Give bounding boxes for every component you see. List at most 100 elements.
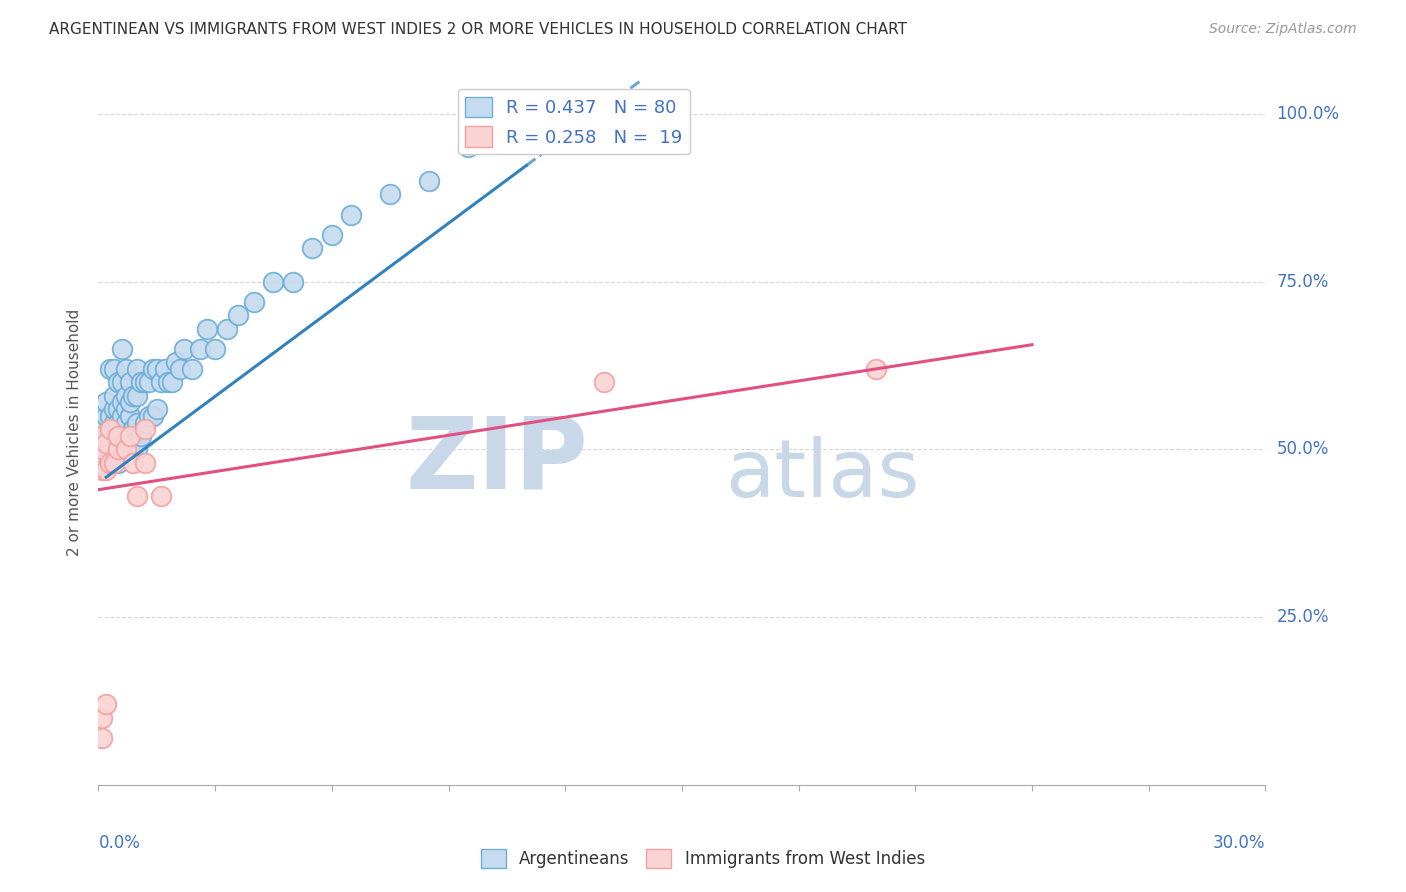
Point [103,402,125,417]
Point [91,442,114,457]
Point [204,342,226,356]
Point [127,442,149,457]
Point [380,187,402,202]
Point [114,416,136,430]
Point [107,442,129,457]
Point [146,402,169,417]
Point [515,107,537,121]
Point [96,462,118,476]
Point [134,456,156,470]
Point [107,429,129,443]
Point [98,429,121,443]
Point [153,362,176,376]
Point [134,422,156,436]
Text: 50.0%: 50.0% [1277,441,1329,458]
Point [107,416,129,430]
Text: atlas: atlas [724,436,920,514]
Point [281,275,304,289]
Point [127,389,149,403]
Point [111,395,134,409]
Point [165,355,187,369]
Point [118,376,141,390]
Point [138,376,160,390]
Point [107,456,129,470]
Point [111,442,134,457]
Point [114,362,136,376]
Point [228,308,250,322]
Point [91,442,114,457]
Point [103,456,125,470]
Point [96,409,118,423]
Legend: R = 0.437   N = 80, R = 0.258   N =  19: R = 0.437 N = 80, R = 0.258 N = 19 [457,89,690,154]
Point [127,362,149,376]
Text: 75.0%: 75.0% [1277,273,1329,291]
Point [103,362,125,376]
Point [107,442,129,457]
Point [180,362,202,376]
Point [457,140,479,154]
Point [103,456,125,470]
Point [340,207,363,221]
Point [111,429,134,443]
Point [118,429,141,443]
Point [114,442,136,457]
Text: 0.0%: 0.0% [98,834,141,852]
Point [146,362,169,376]
Point [98,422,121,436]
Text: 30.0%: 30.0% [1213,834,1265,852]
Point [96,698,118,712]
Point [195,321,218,335]
Point [118,409,141,423]
Point [98,409,121,423]
Point [98,442,121,457]
Point [127,416,149,430]
Point [114,402,136,417]
Point [122,422,145,436]
Point [162,376,184,390]
Point [142,409,165,423]
Text: 100.0%: 100.0% [1277,105,1340,123]
Point [169,362,191,376]
Legend: Argentineans, Immigrants from West Indies: Argentineans, Immigrants from West Indie… [474,842,932,875]
Text: 25.0%: 25.0% [1277,608,1329,626]
Point [98,422,121,436]
Point [215,321,238,335]
Point [262,275,284,289]
Point [593,376,616,390]
Point [321,227,343,242]
Point [114,389,136,403]
Point [129,429,152,443]
Text: ZIP: ZIP [406,412,589,509]
Point [188,342,211,356]
Point [127,489,149,503]
Point [118,395,141,409]
Point [418,174,440,188]
Point [301,241,323,255]
Point [103,416,125,430]
Point [149,376,172,390]
Point [243,294,266,309]
Point [173,342,195,356]
Point [111,409,134,423]
Point [98,456,121,470]
Point [96,395,118,409]
Point [107,429,129,443]
Point [118,429,141,443]
Y-axis label: 2 or more Vehicles in Household: 2 or more Vehicles in Household [67,309,83,557]
Point [138,409,160,423]
Point [111,376,134,390]
Point [91,731,114,745]
Point [96,429,118,443]
Point [134,376,156,390]
Point [103,389,125,403]
Point [98,362,121,376]
Point [103,442,125,457]
Point [118,442,141,457]
Point [122,389,145,403]
Point [114,429,136,443]
Point [134,416,156,430]
Point [114,442,136,457]
Point [107,402,129,417]
Point [129,376,152,390]
Point [865,362,887,376]
